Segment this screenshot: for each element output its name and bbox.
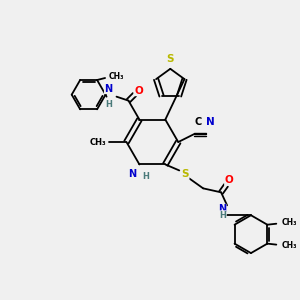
Text: N: N xyxy=(218,204,226,214)
Text: H: H xyxy=(142,172,149,182)
Text: CH₃: CH₃ xyxy=(281,218,297,227)
Text: O: O xyxy=(225,176,233,185)
Text: CH₃: CH₃ xyxy=(90,137,106,146)
Text: H: H xyxy=(106,100,112,109)
Text: N: N xyxy=(104,84,112,94)
Text: S: S xyxy=(182,169,189,179)
Text: CH₃: CH₃ xyxy=(109,71,124,80)
Text: N: N xyxy=(206,117,214,127)
Text: O: O xyxy=(134,86,143,96)
Text: S: S xyxy=(167,54,174,64)
Text: CH₃: CH₃ xyxy=(281,241,297,250)
Text: H: H xyxy=(219,211,226,220)
Text: C: C xyxy=(195,117,202,127)
Text: N: N xyxy=(128,169,136,179)
